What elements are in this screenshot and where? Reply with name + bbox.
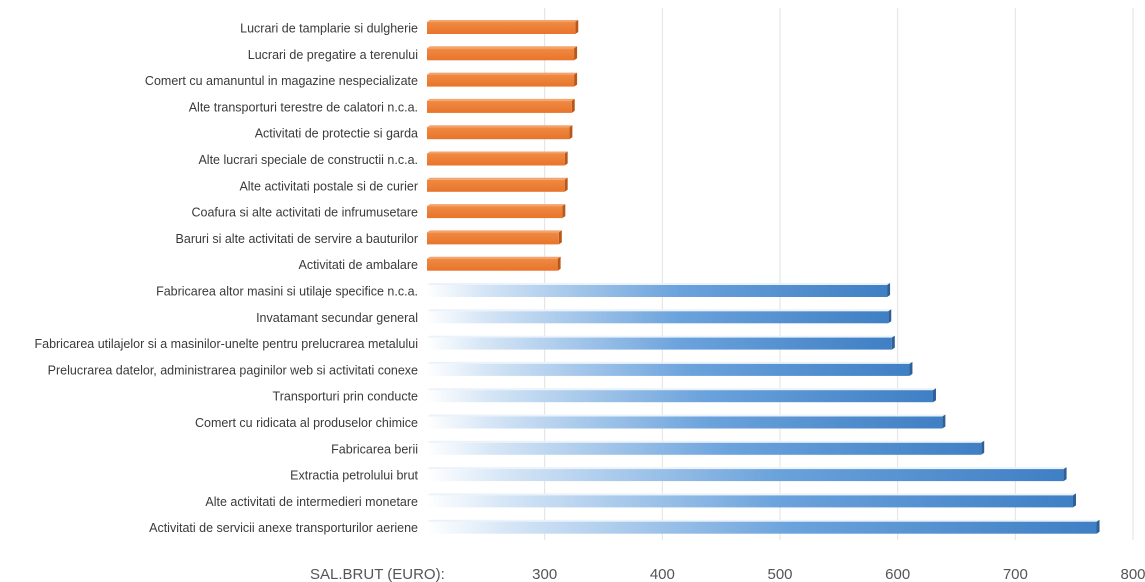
bar-end-face: [569, 125, 573, 140]
category-label: Activitati de servicii anexe transportur…: [149, 521, 418, 535]
bar-top-face: [427, 98, 575, 101]
bar: [427, 390, 933, 403]
bar: [427, 22, 576, 34]
gridlines: [544, 8, 1134, 540]
x-tick-label: 800: [1120, 566, 1145, 582]
bar-end-face: [564, 151, 568, 166]
bar-end-face: [575, 20, 579, 34]
bar: [427, 285, 888, 297]
category-label: Alte lucrari speciale de constructii n.c…: [198, 153, 418, 167]
bars: [427, 20, 1100, 534]
bar-top-face: [427, 230, 562, 233]
bar-end-face: [887, 283, 891, 297]
bar-top-face: [427, 467, 1067, 470]
category-label: Alte activitati postale si de curier: [239, 179, 418, 193]
category-label: Fabricarea altor masini si utilaje speci…: [156, 285, 418, 299]
x-tick-label: 600: [885, 566, 910, 582]
bar-top-face: [427, 361, 913, 364]
bar: [427, 363, 910, 376]
bar-end-face: [558, 230, 562, 245]
bar: [427, 442, 982, 455]
category-label: Comert cu amanuntul in magazine nespecia…: [145, 74, 418, 88]
bar-end-face: [557, 256, 561, 271]
bar-end-face: [891, 335, 895, 350]
category-label: Fabricarea utilajelor si a masinilor-une…: [34, 337, 418, 351]
category-label: Activitati de ambalare: [298, 258, 418, 272]
bar-top-face: [427, 256, 561, 259]
bar-end-face: [932, 388, 936, 403]
bar: [427, 153, 565, 166]
bar-top-face: [427, 46, 578, 49]
bar-end-face: [1063, 467, 1067, 482]
x-tick-label: 400: [650, 566, 675, 582]
bar-top-face: [427, 440, 985, 443]
bar: [427, 521, 1097, 534]
bar-top-face: [427, 414, 946, 417]
bar-top-face: [427, 204, 566, 207]
bar-end-face: [888, 309, 892, 324]
bar: [427, 469, 1064, 482]
category-labels: Lucrari de tamplarie si dulgherie Lucrari…: [34, 22, 418, 536]
bar: [427, 337, 892, 350]
category-label: Activitati de protectie si garda: [255, 127, 418, 141]
category-label: Invatamant secundar general: [256, 311, 418, 325]
bar: [427, 206, 563, 219]
category-label: Prelucrarea datelor, administrarea pagin…: [48, 363, 418, 377]
category-label: Fabricarea berii: [331, 442, 418, 456]
bar-top-face: [427, 20, 579, 22]
bar-end-face: [1072, 493, 1076, 508]
bar-end-face: [942, 414, 946, 429]
bar-top-face: [427, 177, 568, 180]
bar-top-face: [427, 72, 578, 75]
bar: [427, 258, 558, 271]
bar: [427, 100, 572, 113]
bar-top-face: [427, 283, 891, 285]
bar-top-face: [427, 388, 936, 391]
category-label: Alte transporturi terestre de calatori n…: [189, 100, 418, 114]
bar: [427, 232, 559, 245]
bar-end-face: [564, 177, 568, 192]
x-tick-label: 300: [532, 566, 557, 582]
bar-end-face: [571, 98, 575, 113]
bar-end-face: [574, 46, 578, 61]
category-label: Extractia petrolului brut: [290, 469, 418, 483]
category-label: Lucrari de tamplarie si dulgherie: [240, 22, 418, 36]
bar: [427, 48, 575, 61]
bar-top-face: [427, 519, 1100, 522]
bar-end-face: [909, 361, 913, 376]
bar-end-face: [1096, 519, 1100, 534]
bar-top-face: [427, 151, 568, 154]
bar-top-face: [427, 493, 1076, 496]
bar: [427, 416, 943, 429]
category-label: Baruri si alte activitati de servire a b…: [176, 232, 418, 246]
category-label: Alte activitati de intermedieri monetare: [205, 495, 418, 509]
bar: [427, 127, 570, 140]
x-axis-ticks: 300 400 500 600 700 800: [532, 566, 1145, 582]
bar-end-face: [562, 204, 566, 219]
bar: [427, 74, 575, 87]
bar: [427, 495, 1073, 508]
bar: [427, 179, 565, 192]
bar-end-face: [574, 72, 578, 87]
bar-top-face: [427, 309, 892, 312]
x-tick-label: 500: [767, 566, 792, 582]
x-tick-label: 700: [1003, 566, 1028, 582]
x-axis-title: SAL.BRUT (EURO):: [310, 566, 445, 582]
category-label: Comert cu ridicata al produselor chimice: [195, 416, 418, 430]
category-label: Lucrari de pregatire a terenului: [248, 48, 418, 62]
category-label: Transporturi prin conducte: [273, 390, 418, 404]
category-label: Coafura si alte activitati de infrumuset…: [192, 206, 419, 220]
bar: [427, 311, 889, 324]
bar-top-face: [427, 125, 573, 128]
bar-top-face: [427, 335, 895, 338]
bar-end-face: [981, 440, 985, 455]
